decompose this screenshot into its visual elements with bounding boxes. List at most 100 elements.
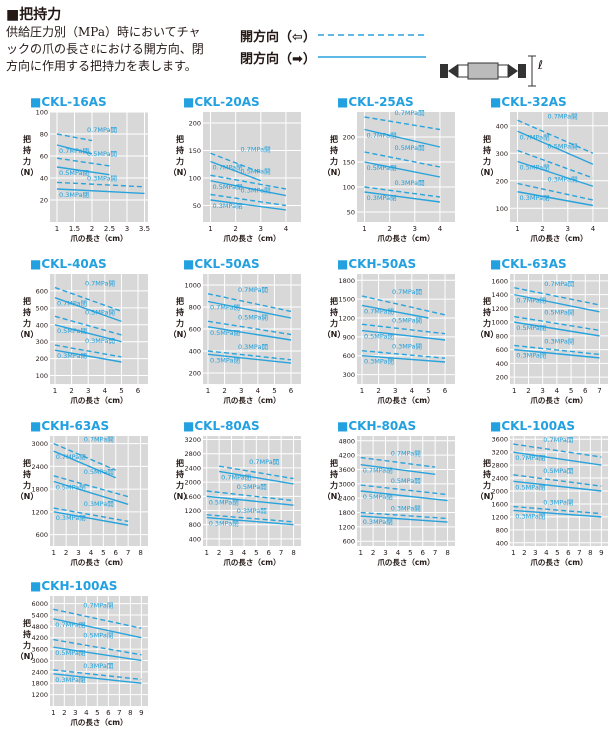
series-label: 0.7MPa開	[395, 109, 425, 117]
y-axis-label-char: 把	[23, 134, 31, 144]
y-axis-label-char: 持	[23, 469, 31, 479]
y-axis-label-char: 力	[176, 156, 184, 166]
series-line-2	[361, 329, 446, 341]
series-line-5	[210, 193, 287, 207]
plot-area	[50, 596, 148, 706]
series-label: 0.3MPa閉	[57, 352, 87, 360]
y-tick-label: 600	[36, 531, 48, 539]
y-axis-label-char: 把	[176, 458, 184, 468]
series-line-4	[53, 511, 129, 526]
y-tick-label: 150	[343, 159, 355, 167]
y-tick-label: 80	[40, 131, 48, 139]
y-tick-label: 2400	[31, 668, 48, 676]
y-axis-label: 把持力（N）	[16, 458, 39, 501]
chart-title: ■CKL-32AS	[490, 95, 567, 109]
series-line-1	[54, 286, 122, 312]
x-tick-label: 3	[229, 549, 233, 557]
chart-svg: ■CKL-63AS 200 400 600 800 1000 1200 1400 1600 1 2 3…	[476, 257, 608, 405]
series-line-3	[54, 315, 122, 336]
x-axis-label: 爪の長さ（cm）	[223, 395, 280, 405]
y-axis-label-char: 把	[176, 296, 184, 306]
series-label: 0.7MPa閉	[59, 147, 89, 155]
y-tick-label: 2000	[491, 488, 508, 496]
series-line-4	[514, 348, 600, 359]
y-tick-label: 1800	[31, 680, 48, 688]
y-tick-label: 800	[189, 304, 201, 312]
x-tick-label: 7	[117, 709, 121, 717]
series-line-3	[210, 174, 287, 190]
x-tick-label: 2	[233, 225, 237, 233]
series-label: 0.5MPa閉	[56, 484, 86, 492]
series-label: 0.5MPa閉	[55, 649, 85, 657]
x-tick-label: 5	[95, 709, 99, 717]
x-tick-label: 3	[540, 387, 544, 395]
series-line-4	[210, 199, 287, 211]
series-line-0	[514, 293, 600, 313]
x-tick-label: 4	[84, 709, 89, 717]
series-label: 0.7MPa開	[392, 288, 422, 296]
y-tick-label: 3000	[338, 480, 355, 488]
x-tick-label: 5	[408, 549, 412, 557]
legend-close: 閉方向（➡）	[240, 48, 426, 67]
series-label: 0.3MPa開	[85, 337, 115, 345]
y-axis-label: 把持力（N）	[169, 134, 192, 177]
x-tick-label: 6	[289, 387, 294, 395]
series-label: 0.3MPa閉	[367, 194, 397, 202]
x-axis-label: 爪の長さ（cm）	[377, 557, 434, 567]
series-label: 0.5MPa開	[548, 143, 578, 151]
x-tick-label: 6	[106, 709, 111, 717]
y-tick-label: 4800	[31, 623, 48, 631]
y-axis-label: 把持力（N）	[16, 618, 39, 661]
series-line-5	[360, 511, 448, 520]
series-line-5	[56, 181, 145, 188]
y-axis-label-char: 力	[23, 318, 31, 328]
y-tick-label: 600	[496, 346, 508, 354]
y-axis-label-char: （N）	[16, 329, 39, 339]
y-tick-label: 200	[189, 120, 201, 128]
series-line-4	[361, 355, 446, 363]
series-line-1	[53, 442, 117, 471]
series-label: 0.5MPa閉	[364, 333, 394, 341]
series-line-0	[219, 470, 294, 485]
series-line-1	[361, 295, 446, 316]
series-label: 0.7MPa閉	[55, 621, 85, 629]
y-tick-label: 900	[343, 333, 355, 341]
series-label: 0.3MPa開	[83, 662, 113, 670]
series-label: 0.7MPa開	[238, 286, 268, 294]
y-tick-label: 100	[189, 175, 201, 183]
x-tick-label: 4	[89, 549, 94, 557]
y-axis-label-char: 力	[330, 480, 338, 490]
y-tick-label: 2800	[491, 462, 508, 470]
x-tick-label: 2	[387, 225, 391, 233]
x-tick-label: 1	[51, 549, 55, 557]
series-line-1	[514, 287, 600, 306]
x-tick-label: 4	[256, 387, 261, 395]
y-tick-label: 100	[343, 184, 355, 192]
series-line-0	[54, 297, 122, 323]
series-line-4	[207, 353, 292, 364]
x-tick-label: 3	[86, 387, 90, 395]
y-tick-label: 20	[40, 197, 48, 205]
series-label: 0.7MPa開	[84, 436, 114, 444]
series-line-0	[56, 144, 93, 155]
y-tick-label: 500	[36, 304, 48, 312]
x-tick-label: 6	[421, 549, 426, 557]
y-axis-label-char: 力	[23, 640, 31, 650]
series-label: 0.5MPa閉	[57, 327, 87, 335]
x-tick-label: 1	[358, 549, 362, 557]
y-tick-label: 400	[189, 348, 201, 356]
chuck-diagram-icon	[440, 55, 536, 87]
series-label: 0.3MPa開	[548, 176, 578, 184]
y-tick-label: 200	[36, 355, 48, 363]
x-tick-label: 2	[222, 387, 226, 395]
y-axis-label-char: 持	[330, 469, 338, 479]
y-axis-label-char: 持	[483, 469, 491, 479]
series-line-0	[53, 618, 142, 639]
series-label: 0.5MPa開	[544, 309, 574, 317]
series-label: 0.3MPa閉	[209, 520, 239, 528]
plot-area	[510, 112, 608, 222]
series-label: 0.5MPa開	[392, 316, 422, 324]
x-tick-label: 6	[583, 387, 588, 395]
series-label: 0.5MPa閉	[213, 183, 243, 191]
y-tick-label: 1600	[491, 500, 508, 508]
